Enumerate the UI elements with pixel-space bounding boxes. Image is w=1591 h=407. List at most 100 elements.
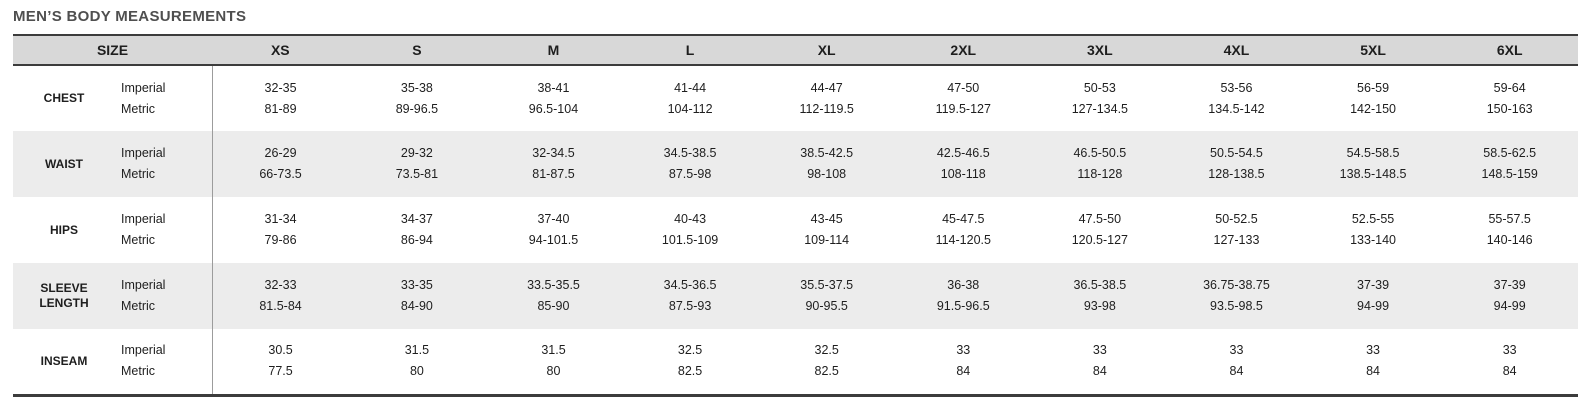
value-cell: 37-39 94-99 [1305, 263, 1442, 329]
imperial-value: 50-52.5 [1215, 212, 1258, 226]
value-cell: 32.5 82.5 [758, 329, 895, 397]
imperial-value: 35.5-37.5 [800, 278, 854, 292]
value-cell: 52.5-55 133-140 [1305, 197, 1442, 263]
metric-value: 104-112 [667, 101, 713, 116]
imperial-value: 33-35 [400, 278, 433, 292]
unit-labels-cell: Imperial Metric [115, 197, 213, 263]
unit-label-metric: Metric [121, 364, 156, 379]
metric-value: 119.5-127 [935, 101, 991, 116]
imperial-value: 31-34 [264, 212, 297, 226]
metric-value: 148.5-159 [1481, 167, 1538, 181]
row-label: INSEAM [13, 329, 115, 397]
imperial-value: 32.5 [677, 343, 703, 358]
unit-labels-cell: Imperial Metric [115, 131, 213, 197]
metric-value: 84 [956, 364, 971, 379]
metric-value: 134.5-142 [1208, 101, 1265, 116]
metric-value: 138.5-148.5 [1339, 167, 1407, 181]
metric-value: 127-133 [1213, 233, 1260, 247]
imperial-value: 37-39 [1493, 278, 1526, 292]
unit-labels-cell: Imperial Metric [115, 263, 213, 329]
imperial-value: 37-39 [1357, 278, 1390, 292]
metric-value: 84 [1092, 364, 1107, 379]
table-row-inseam: INSEAM Imperial Metric 30.5 77.5 31.5 80 31.5 80… [13, 329, 1578, 397]
value-cell: 34-37 86-94 [349, 197, 486, 263]
table-row-chest: CHEST Imperial Metric 32-35 81-89 35-38 89-96.… [13, 65, 1578, 131]
value-cell: 31.5 80 [485, 329, 622, 397]
imperial-value: 50-53 [1083, 80, 1116, 95]
metric-value: 81-87.5 [532, 167, 575, 181]
unit-labels-cell: Imperial Metric [115, 329, 213, 397]
imperial-value: 32-34.5 [532, 146, 575, 160]
value-cell: 42.5-46.5 108-118 [895, 131, 1032, 197]
metric-value: 77.5 [268, 364, 293, 379]
value-cell: 50-52.5 127-133 [1168, 197, 1305, 263]
metric-value: 118-128 [1077, 167, 1123, 181]
value-cell: 32-34.5 81-87.5 [485, 131, 622, 197]
imperial-value: 40-43 [674, 212, 707, 226]
value-cell: 33 84 [1031, 329, 1169, 397]
row-label: HIPS [49, 222, 78, 237]
metric-value: 150-163 [1486, 101, 1533, 116]
value-cell: 47.5-50 120.5-127 [1032, 197, 1169, 263]
metric-value: 114-120.5 [935, 233, 991, 247]
imperial-value: 44-47 [810, 80, 843, 95]
metric-value: 133-140 [1350, 233, 1396, 247]
imperial-value: 47-50 [947, 80, 980, 95]
unit-label-imperial: Imperial [121, 278, 166, 292]
imperial-value: 55-57.5 [1488, 212, 1531, 226]
value-cell: 32.5 82.5 [621, 329, 759, 397]
unit-label-metric: Metric [121, 101, 156, 116]
value-cell: 50-53 127-134.5 [1032, 65, 1169, 131]
value-cell: 45-47.5 114-120.5 [895, 197, 1032, 263]
header-row: SIZE XS S M L XL 2XL 3XL 4XL 5XL 6XL [13, 34, 1578, 66]
column-header-size: SIZE [13, 34, 212, 66]
column-header-l: L [621, 34, 759, 66]
metric-value: 89-96.5 [395, 101, 439, 116]
metric-value: 80 [546, 364, 561, 379]
imperial-value: 33.5-35.5 [527, 278, 580, 292]
imperial-value: 38.5-42.5 [800, 146, 854, 160]
value-cell: 34.5-36.5 87.5-93 [622, 263, 759, 329]
metric-value: 94-99 [1493, 299, 1526, 313]
value-cell: 31.5 80 [348, 329, 486, 397]
imperial-value: 33 [956, 343, 971, 358]
value-cell: 33 84 [894, 329, 1032, 397]
metric-value: 82.5 [814, 364, 839, 379]
metric-value: 87.5-98 [668, 167, 712, 181]
metric-value: 84 [1366, 364, 1380, 379]
value-cell: 33.5-35.5 85-90 [485, 263, 622, 329]
imperial-value: 52.5-55 [1351, 212, 1395, 226]
imperial-value: 33 [1502, 343, 1517, 358]
metric-value: 84 [1502, 364, 1517, 379]
metric-value: 142-150 [1350, 101, 1396, 116]
imperial-value: 45-47.5 [942, 212, 985, 226]
metric-value: 73.5-81 [395, 167, 439, 181]
value-cell: 50.5-54.5 128-138.5 [1168, 131, 1305, 197]
value-cell: 56-59 142-150 [1305, 65, 1442, 131]
value-cell: 46.5-50.5 118-128 [1032, 131, 1169, 197]
value-cell: 58.5-62.5 148.5-159 [1441, 131, 1578, 197]
imperial-value: 33 [1229, 343, 1244, 358]
imperial-value: 42.5-46.5 [936, 146, 990, 160]
metric-value: 84 [1229, 364, 1244, 379]
metric-value: 90-95.5 [805, 299, 848, 313]
imperial-value: 30.5 [268, 343, 293, 358]
row-label: CHEST [43, 91, 85, 105]
value-cell: 32-35 81-89 [212, 65, 349, 131]
value-cell: 32-33 81.5-84 [212, 263, 349, 329]
metric-value: 86-94 [400, 233, 433, 247]
unit-label-metric: Metric [121, 233, 156, 247]
column-header-4xl: 4XL [1168, 34, 1305, 66]
metric-value: 120.5-127 [1071, 233, 1129, 247]
value-cell: 36.5-38.5 93-98 [1032, 263, 1169, 329]
metric-value: 66-73.5 [259, 167, 302, 181]
metric-value: 109-114 [804, 233, 850, 247]
imperial-value: 32-33 [264, 278, 297, 292]
metric-value: 87.5-93 [668, 299, 712, 313]
imperial-value: 36.5-38.5 [1073, 278, 1127, 292]
value-cell: 36-38 91.5-96.5 [895, 263, 1032, 329]
value-cell: 43-45 109-114 [758, 197, 895, 263]
unit-label-imperial: Imperial [121, 212, 166, 226]
metric-value: 80 [409, 364, 424, 379]
imperial-value: 41-44 [674, 80, 707, 95]
